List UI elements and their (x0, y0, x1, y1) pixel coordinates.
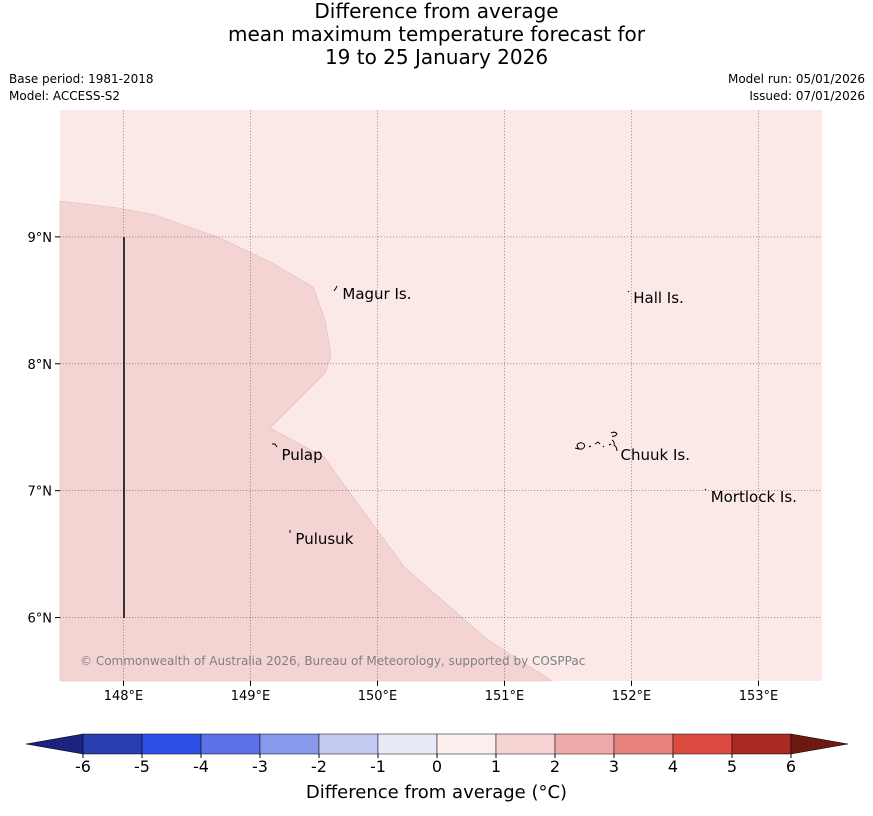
place-labels: Magur Is. Hall Is. Pulap Chuuk Is. Mortlock … (281, 285, 796, 548)
place-label: Chuuk Is. (621, 446, 690, 464)
colorbar-bin (259, 733, 320, 755)
island-pulap (272, 443, 278, 448)
island-hall (627, 290, 630, 293)
colorbar-tick-label: 0 (432, 757, 442, 776)
colorbar-tick-label: 6 (786, 757, 796, 776)
island-chuuk-lagoon (574, 431, 618, 452)
colorbar-bin (613, 733, 674, 755)
model-name: Model: ACCESS-S2 (9, 89, 121, 103)
colorbar-bin (495, 733, 556, 755)
colorbar-tick-label: -2 (311, 757, 327, 776)
copyright-notice: © Commonwealth of Australia 2026, Bureau… (80, 654, 585, 668)
colorbar-bin (436, 733, 497, 755)
lon-tick-label: 151°E (485, 689, 525, 704)
lat-tick-label: 9°N (28, 231, 53, 246)
colorbar-tick-label: 5 (727, 757, 737, 776)
model-run: Model run: 05/01/2026 (727, 72, 865, 86)
issued-date: Issued: 07/01/2026 (749, 89, 865, 103)
lon-tick-label: 152°E (612, 689, 652, 704)
place-label: Mortlock Is. (711, 488, 797, 506)
colorbar-tick-label: -4 (193, 757, 209, 776)
place-label: Magur Is. (342, 285, 411, 303)
colorbar-tick-label: 4 (668, 757, 678, 776)
colorbar-bin (318, 733, 379, 755)
colorbar-tick-label: 2 (550, 757, 560, 776)
title-line-1: Difference from average (314, 0, 559, 23)
meta-left: Base period: 1981-2018 Model: ACCESS-S2 (9, 71, 154, 105)
colorbar-extend-high (790, 733, 849, 755)
colorbar-tick-label: -3 (252, 757, 268, 776)
colorbar-extend-low (25, 733, 84, 755)
colorbar-tick-label: -5 (134, 757, 150, 776)
colorbar-bin (731, 733, 792, 755)
chart-title: Difference from average mean maximum tem… (0, 0, 873, 69)
colorbar-bin (554, 733, 615, 755)
latitude-tick-labels: 9°N 8°N 7°N 6°N (28, 231, 53, 627)
lon-tick-label: 150°E (358, 689, 398, 704)
lat-tick-label: 7°N (28, 485, 53, 500)
lat-tick-label: 8°N (28, 358, 53, 373)
colorbar-bin (377, 733, 438, 755)
place-label: Pulap (281, 446, 322, 464)
colorbar-tick-label: 3 (609, 757, 619, 776)
colorbar-tick-label: 1 (491, 757, 501, 776)
colorbar-bin (82, 733, 143, 755)
colorbar-tick-label: -1 (370, 757, 386, 776)
lon-tick-label: 148°E (104, 689, 144, 704)
longitude-tick-labels: 148°E 149°E 150°E 151°E 152°E 153°E (104, 689, 779, 704)
colorbar-label: Difference from average (°C) (305, 782, 568, 803)
title-line-3: 19 to 25 January 2026 (324, 45, 549, 69)
lat-tick-label: 6°N (28, 612, 53, 627)
lon-tick-label: 153°E (739, 689, 779, 704)
island-magur (333, 285, 338, 292)
place-label: Pulusuk (295, 530, 353, 548)
place-label: Hall Is. (633, 289, 684, 307)
colorbar-bin (200, 733, 261, 755)
colorbar-bin (672, 733, 733, 755)
colorbar-bin (141, 733, 202, 755)
colorbar: -6 -5 -4 -3 -2 -1 0 1 2 3 4 5 6 (25, 733, 849, 776)
island-outlines (272, 285, 707, 533)
base-period: Base period: 1981-2018 (9, 72, 154, 86)
lon-tick-label: 149°E (231, 689, 271, 704)
title-line-2: mean maximum temperature forecast for (227, 22, 645, 46)
meta-right: Model run: 05/01/2026 Issued: 07/01/2026 (728, 71, 865, 105)
colorbar-tick-label: -6 (75, 757, 91, 776)
warm-region (59, 200, 554, 682)
island-mortlock (704, 488, 707, 491)
